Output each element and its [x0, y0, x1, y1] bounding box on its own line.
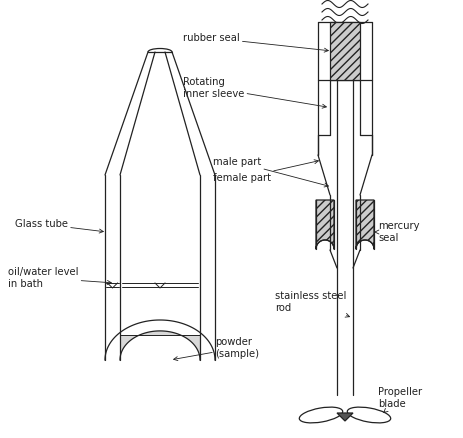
Text: Rotating
inner sleeve: Rotating inner sleeve	[182, 77, 325, 108]
Ellipse shape	[346, 407, 390, 423]
Text: female part: female part	[213, 160, 318, 183]
Text: oil/water level
in bath: oil/water level in bath	[8, 267, 111, 289]
Polygon shape	[120, 331, 200, 360]
Text: rubber seal: rubber seal	[182, 33, 328, 52]
Polygon shape	[355, 200, 373, 249]
Bar	[329, 22, 359, 80]
Text: Glass tube: Glass tube	[15, 219, 103, 233]
Polygon shape	[336, 413, 352, 421]
Polygon shape	[315, 200, 333, 249]
Text: mercury
seal: mercury seal	[374, 221, 419, 243]
Text: stainless steel
rod: stainless steel rod	[275, 291, 349, 317]
Text: Propeller
blade: Propeller blade	[377, 387, 421, 413]
Ellipse shape	[299, 407, 342, 423]
Text: powder
(sample): powder (sample)	[173, 337, 258, 360]
Text: male part: male part	[213, 157, 328, 187]
